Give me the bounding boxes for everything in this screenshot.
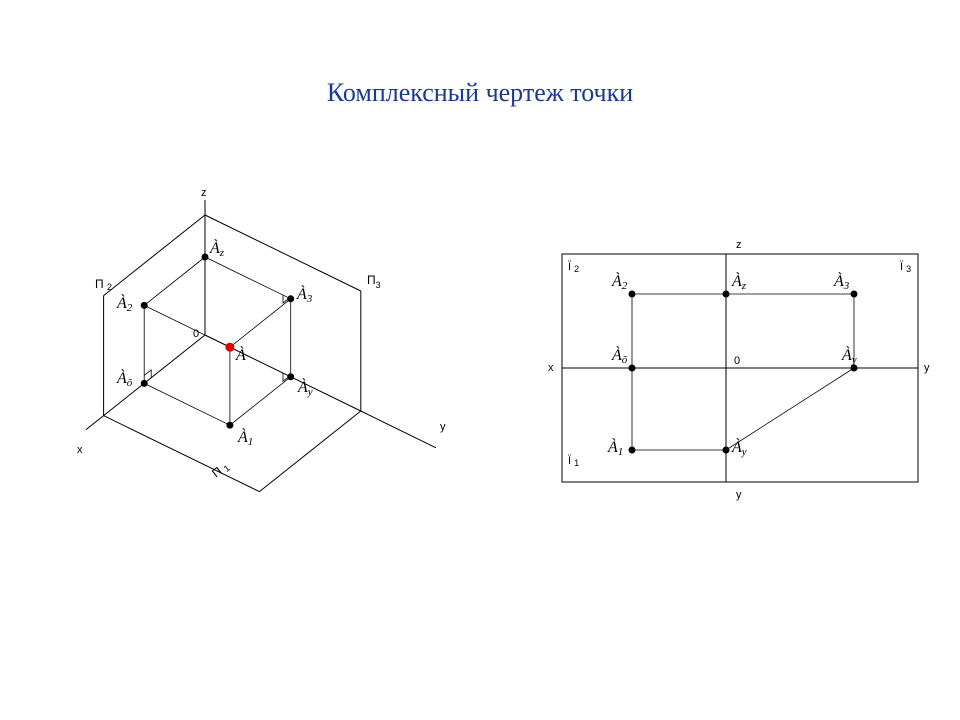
- plane-p2-label: П 2: [95, 277, 112, 292]
- r-plane-p1: Ï 1: [568, 455, 579, 468]
- r-origin: 0: [734, 355, 740, 367]
- r-plane-p3: Ï 3: [900, 261, 911, 274]
- r-plane-p2: Ï 2: [568, 261, 579, 274]
- r-Ax: Àõ: [611, 345, 628, 366]
- page-title: Комплексный чертеж точки: [0, 78, 960, 108]
- r-AyR: Ày: [841, 345, 857, 366]
- axis-x-label: x: [77, 444, 83, 456]
- r-axis-yB: y: [736, 489, 742, 501]
- r-axis-x: x: [548, 362, 554, 374]
- r-A3: À3: [833, 271, 850, 292]
- r-A2: À2: [611, 271, 628, 292]
- r-axis-yR: y: [924, 362, 930, 374]
- axis-y-label: y: [440, 421, 446, 433]
- label-A: À: [235, 345, 246, 364]
- r-AyB: Ày: [731, 437, 747, 458]
- label-A3: À3: [296, 284, 313, 305]
- label-Az: Àz: [209, 238, 225, 259]
- right-epure-diagram: z x y y 0 Ï 2 Ï 3 Ï 1 À2 Àz À3 Àõ Ày À1 …: [542, 238, 938, 508]
- label-A1: À1: [237, 427, 253, 448]
- r-A1: À1: [607, 437, 623, 458]
- r-Az: Àz: [731, 271, 747, 292]
- origin-label: 0: [193, 328, 199, 340]
- left-3d-diagram: z x y 0 П 2 П3 П 1 À Àz À2 À3 Àõ Ày À1: [70, 160, 500, 530]
- label-A2: À2: [116, 293, 133, 314]
- label-Ay: Ày: [297, 377, 313, 398]
- r-axis-z: z: [736, 239, 742, 251]
- label-Ax: Àõ: [116, 368, 133, 389]
- plane-p1-label: П 1: [209, 459, 232, 481]
- axis-z-label: z: [201, 187, 207, 199]
- plane-p3-label: П3: [367, 273, 381, 290]
